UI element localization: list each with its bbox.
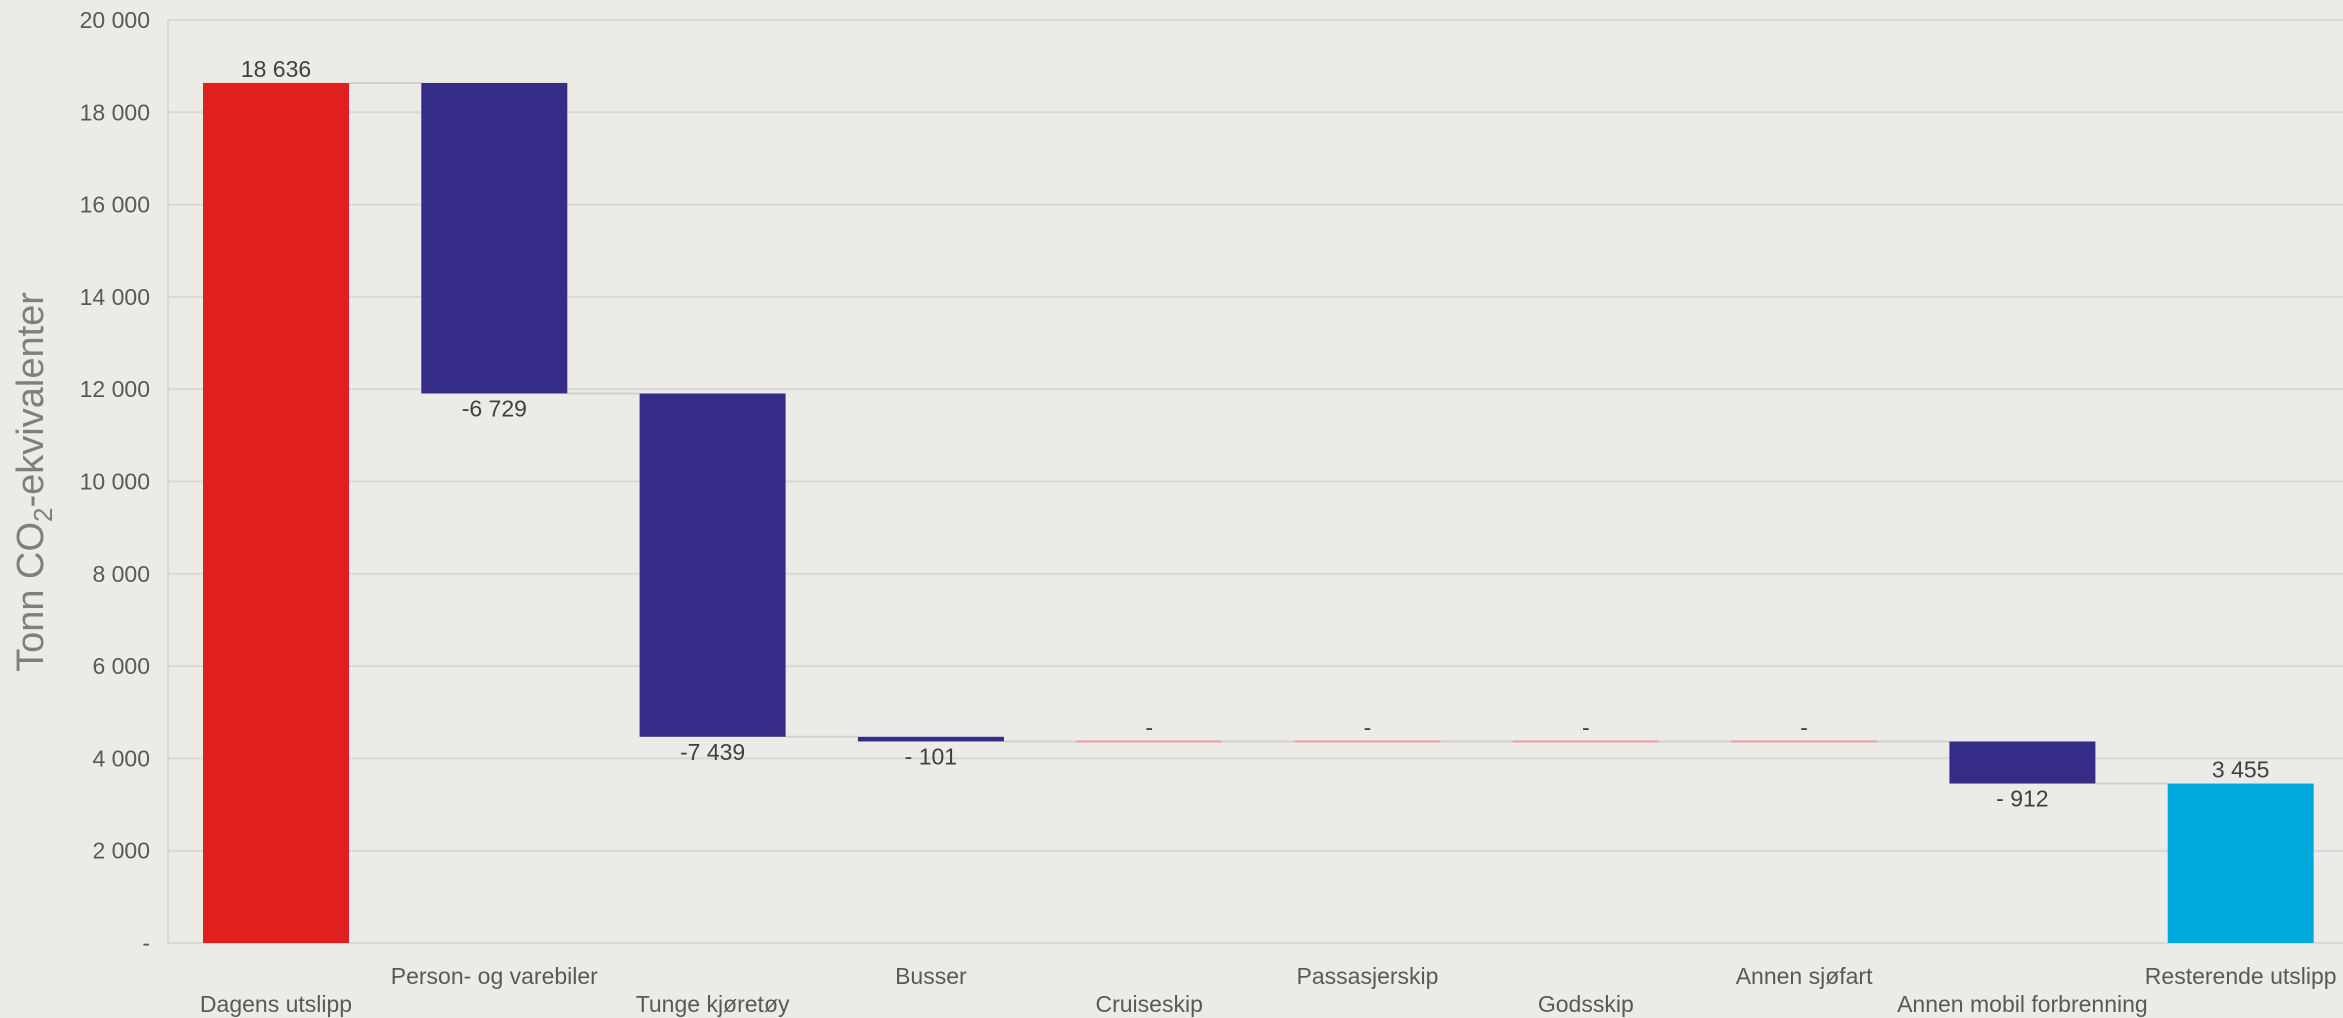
y-tick-label: 2 000 (92, 838, 150, 864)
bar-godsskip (1512, 740, 1659, 743)
bar-busser (857, 736, 1004, 742)
bar-person-og-varebiler (421, 82, 568, 394)
y-tick-label: 18 000 (80, 99, 150, 125)
y-tick-label: 4 000 (92, 745, 150, 771)
connectors (349, 81, 2168, 785)
y-tick-label: 14 000 (80, 284, 150, 310)
y-tick-label: 10 000 (80, 469, 150, 495)
x-category-label: Busser (895, 963, 967, 989)
x-category-label: Annen sjøfart (1736, 963, 1873, 989)
data-label: -6 729 (462, 395, 527, 421)
data-label: - 912 (1996, 786, 2048, 812)
y-tick-label: 16 000 (80, 192, 150, 218)
data-labels: 18 636 -6 729 -7 439 - 101 - - - - - 912 3 455 (241, 56, 2270, 812)
y-axis: - 2 000 4 000 6 000 8 000 10 000 12 000 14 000 1… (80, 7, 2343, 956)
data-label: 3 455 (2212, 757, 2270, 783)
bar-passasjerskip (1294, 740, 1441, 743)
data-label: 18 636 (241, 56, 311, 82)
x-category-label: Resterende utslipp (2145, 963, 2337, 989)
data-label: -7 439 (680, 739, 745, 765)
x-category-label: Person- og varebiler (391, 963, 598, 989)
data-label: - (1364, 714, 1372, 740)
data-label: - (1145, 714, 1153, 740)
data-label: - 101 (905, 743, 957, 769)
y-tick-label: - (142, 930, 150, 956)
bar-tunge-kjøretøy (639, 393, 786, 737)
bar-annen-mobil-forbrenning (1949, 741, 2096, 784)
y-tick-label: 20 000 (80, 7, 150, 33)
bar-annen-sjøfart (1731, 740, 1878, 743)
bar-dagens-utslipp (203, 82, 349, 943)
y-tick-label: 6 000 (92, 653, 150, 679)
bar-resterende-utslipp (2167, 783, 2314, 943)
bars (203, 82, 2314, 943)
x-axis: Dagens utslipp Person- og varebiler Tunge … (200, 963, 2337, 1017)
x-category-label: Tunge kjøretøy (636, 991, 790, 1017)
data-label: - (1582, 714, 1590, 740)
x-category-label: Passasjerskip (1297, 963, 1439, 989)
x-category-label: Dagens utslipp (200, 991, 352, 1017)
x-category-label: Cruiseskip (1096, 991, 1203, 1017)
y-tick-label: 12 000 (80, 376, 150, 402)
y-axis-title: Tonn CO2-ekvivalenter (10, 292, 58, 672)
y-tick-label: 8 000 (92, 561, 150, 587)
data-label: - (1800, 714, 1808, 740)
bar-cruiseskip (1076, 740, 1223, 743)
x-category-label: Annen mobil forbrenning (1897, 991, 2148, 1017)
x-category-label: Godsskip (1538, 991, 1634, 1017)
